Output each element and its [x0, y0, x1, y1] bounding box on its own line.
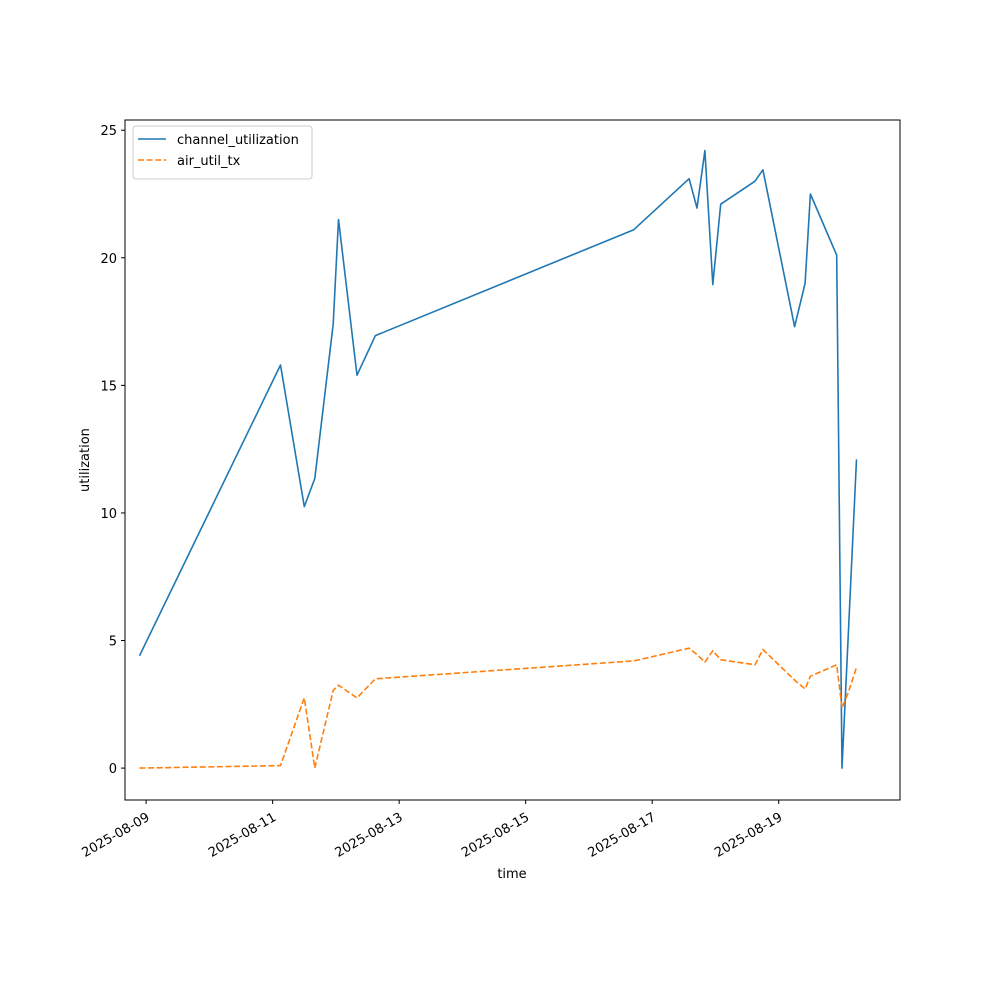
legend: channel_utilization air_util_tx: [132, 125, 313, 180]
y-tick-label: 20: [100, 252, 117, 267]
plot-frame: [124, 119, 901, 801]
x-tick-label: 2025-08-15: [459, 810, 532, 861]
x-tick-label: 2025-08-11: [206, 810, 279, 861]
axes-layer: 0 5 10 15 20 25 2025-08-09 2025-08-11 2025-08-13…: [80, 124, 786, 861]
legend-label: air_util_tx: [177, 154, 241, 169]
y-tick-label: 5: [109, 635, 117, 650]
y-tick-label: 15: [100, 379, 117, 394]
y-tick-label: 25: [100, 124, 117, 139]
y-tick-label: 10: [100, 507, 117, 522]
x-axis-label: time: [497, 867, 526, 882]
y-tick-label: 0: [109, 762, 117, 777]
series-line-channel-utilization: [138, 149, 858, 769]
x-tick-label: 2025-08-13: [333, 810, 406, 861]
y-axis-label: utilization: [78, 428, 93, 492]
series-line-air-util-tx: [139, 647, 858, 769]
series-layer: [138, 149, 858, 769]
legend-label: channel_utilization: [177, 133, 299, 148]
x-tick-label: 2025-08-19: [712, 810, 785, 861]
x-tick-label: 2025-08-09: [80, 810, 153, 861]
legend-box: [132, 125, 313, 180]
x-tick-label: 2025-08-17: [586, 810, 659, 861]
